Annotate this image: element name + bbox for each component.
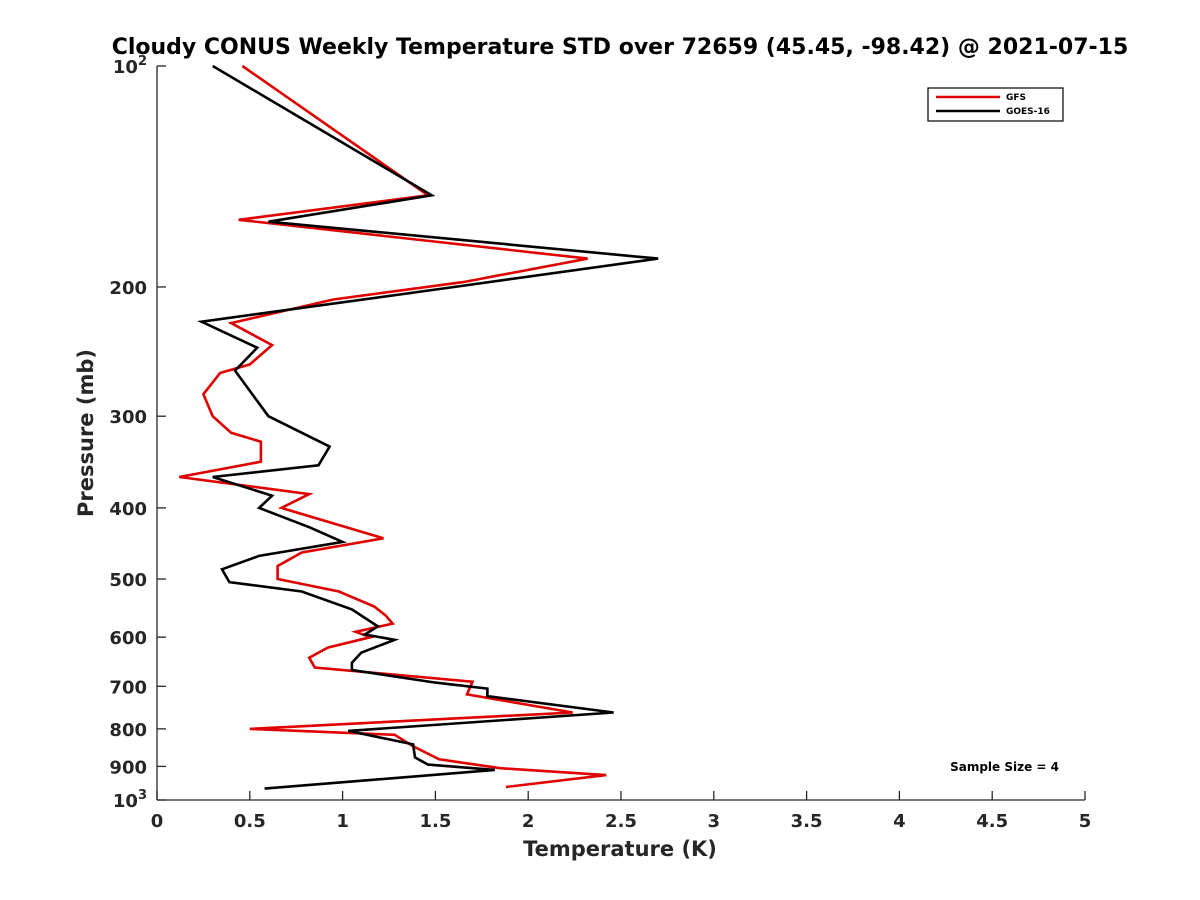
plot-area: 0 0.5 1 1.5 2 2.5 3 3.5 4 4.5 5 102 200 300 400 500 600 7…	[109, 54, 1091, 832]
x-tick-label: 2	[522, 811, 535, 832]
x-tick-label: 1.5	[419, 811, 451, 832]
x-tick-label: 0	[151, 811, 164, 832]
x-tick-label: 5	[1079, 811, 1092, 832]
y-tick-label: 102	[113, 54, 147, 78]
y-tick-label: 103	[113, 788, 147, 812]
series-line-gfs	[179, 64, 607, 789]
y-tick-label: 200	[109, 278, 147, 299]
x-tick-label: 4	[893, 811, 906, 832]
y-tick-label: 500	[109, 570, 147, 591]
x-tick-label: 1	[336, 811, 349, 832]
y-tick-label: 800	[109, 720, 147, 741]
y-tick-label: 700	[109, 677, 147, 698]
x-axis-label: Temperature (K)	[523, 837, 717, 861]
legend-label-gfs: GFS	[1006, 93, 1026, 103]
y-tick-label: 600	[109, 628, 147, 649]
y-tick-label: 400	[109, 499, 147, 520]
y-tick-label: 300	[109, 407, 147, 428]
y-tick-label: 900	[109, 757, 147, 778]
series-line-goes-16	[196, 64, 659, 790]
chart-title: Cloudy CONUS Weekly Temperature STD over…	[112, 35, 1129, 60]
legend-box	[927, 87, 1064, 122]
x-tick-label: 0.5	[234, 811, 266, 832]
x-tick-label: 4.5	[976, 811, 1008, 832]
legend-label-goes-16: GOES-16	[1006, 107, 1050, 117]
x-tick-label: 2.5	[605, 811, 637, 832]
legend: GFS GOES-16	[927, 87, 1064, 122]
sample-size-annotation: Sample Size = 4	[950, 760, 1059, 774]
y-axis-label: Pressure (mb)	[74, 349, 98, 517]
x-tick-label: 3.5	[791, 811, 823, 832]
x-tick-label: 3	[708, 811, 721, 832]
